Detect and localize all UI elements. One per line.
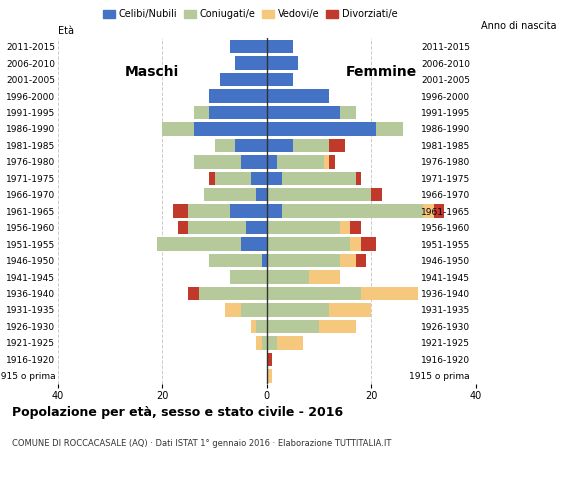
Bar [162,122,194,136]
Bar [267,221,340,234]
Bar [230,40,267,53]
Bar [267,369,272,383]
Bar [194,122,267,136]
Bar [356,171,361,185]
Bar [329,303,371,317]
Bar [209,106,267,119]
Text: Età: Età [58,26,74,36]
Bar [225,303,241,317]
Bar [256,188,267,202]
Bar [434,204,444,218]
Bar [267,303,329,317]
Bar [235,56,267,70]
Bar [267,171,282,185]
Bar [319,320,356,333]
Bar [350,221,361,234]
Bar [241,238,267,251]
Bar [215,171,251,185]
Bar [251,171,267,185]
Bar [267,204,282,218]
Bar [241,155,267,168]
Bar [194,106,209,119]
Bar [267,353,272,366]
Bar [282,204,423,218]
Bar [246,221,267,234]
Bar [350,238,361,251]
Bar [329,155,335,168]
Bar [173,204,189,218]
Bar [340,221,350,234]
Text: Popolazione per età, sesso e stato civile - 2016: Popolazione per età, sesso e stato civil… [12,406,343,419]
Bar [329,139,345,152]
Bar [209,89,267,103]
Bar [188,287,199,300]
Text: Anno di nascita: Anno di nascita [481,21,557,31]
Bar [267,188,371,202]
Bar [267,106,340,119]
Bar [256,320,267,333]
Bar [267,270,309,284]
Bar [188,204,230,218]
Bar [267,122,376,136]
Bar [267,238,350,251]
Bar [220,73,267,86]
Bar [277,155,324,168]
Bar [209,171,215,185]
Bar [251,320,256,333]
Text: COMUNE DI ROCCACASALE (AQ) · Dati ISTAT 1° gennaio 2016 · Elaborazione TUTTITALI: COMUNE DI ROCCACASALE (AQ) · Dati ISTAT … [12,439,391,448]
Bar [267,287,361,300]
Bar [230,204,267,218]
Bar [178,221,188,234]
Bar [267,336,277,349]
Bar [267,254,340,267]
Bar [157,238,241,251]
Bar [235,139,267,152]
Bar [230,270,267,284]
Bar [188,221,246,234]
Bar [423,204,434,218]
Bar [262,336,267,349]
Bar [356,254,366,267]
Bar [361,287,418,300]
Bar [267,89,329,103]
Bar [340,106,356,119]
Bar [256,336,262,349]
Bar [267,139,293,152]
Bar [376,122,403,136]
Bar [267,40,293,53]
Bar [199,287,267,300]
Bar [241,303,267,317]
Bar [361,238,376,251]
Text: Maschi: Maschi [125,65,179,79]
Bar [215,139,235,152]
Bar [267,320,319,333]
Bar [209,254,262,267]
Bar [267,155,277,168]
Text: Femmine: Femmine [346,65,417,79]
Bar [371,188,382,202]
Bar [324,155,329,168]
Bar [194,155,241,168]
Bar [340,254,356,267]
Bar [277,336,303,349]
Bar [267,73,293,86]
Bar [267,56,298,70]
Bar [309,270,340,284]
Legend: Celibi/Nubili, Coniugati/e, Vedovi/e, Divorziati/e: Celibi/Nubili, Coniugati/e, Vedovi/e, Di… [99,5,401,23]
Bar [293,139,329,152]
Bar [282,171,356,185]
Bar [204,188,256,202]
Bar [262,254,267,267]
